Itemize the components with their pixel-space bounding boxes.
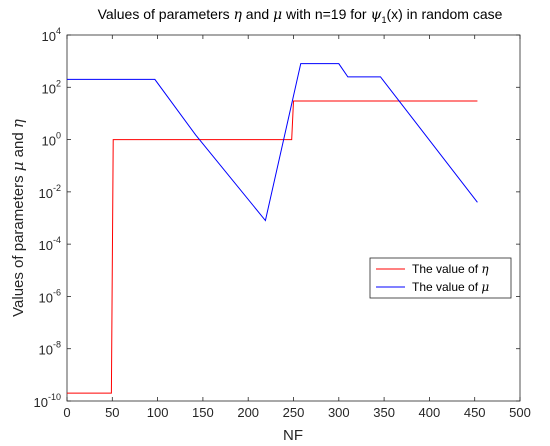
y-axis-label: Values of parameters μ and η <box>9 119 27 317</box>
ylabel-text-2: and <box>10 128 27 161</box>
x-tick-label: 400 <box>419 405 441 420</box>
series-layer <box>67 63 478 394</box>
title-text-2: and <box>242 6 273 22</box>
y-tick-label: 10-2 <box>39 183 61 201</box>
legend-mu-symbol: μ <box>481 280 489 294</box>
legend-eta-text: The value of <box>412 262 481 276</box>
title-psi: ψ <box>370 7 382 23</box>
y-tick-label: 10-6 <box>39 287 61 305</box>
ylabel-text-1: Values of parameters <box>10 171 27 317</box>
title-eta: η <box>234 7 243 23</box>
title-text-1: Values of parameters <box>98 6 234 22</box>
ylabel-eta: η <box>9 119 27 128</box>
x-tick-label: 200 <box>237 405 259 420</box>
y-tick-label: 10-4 <box>39 235 61 253</box>
title-psi-sub: 1 <box>381 15 386 25</box>
legend: The value of η The value of μ <box>369 257 512 299</box>
x-tick-label: 50 <box>105 405 119 420</box>
x-tick-label: 300 <box>328 405 350 420</box>
x-tick-label: 0 <box>63 405 70 420</box>
legend-mu-text: The value of <box>412 280 481 294</box>
title-mu: μ <box>273 7 282 23</box>
tick-layer: 0 50 100 150 200 250 300 350 400 450 500 10-10 10-8 1… <box>34 26 531 420</box>
x-tick-label: 250 <box>283 405 305 420</box>
y-tick-label: 104 <box>42 26 61 44</box>
chart-title: Values of parameters η and μ with n=19 f… <box>98 6 503 25</box>
y-tick-label: 100 <box>42 131 61 149</box>
y-tick-label: 10-8 <box>39 340 61 358</box>
series-line-0 <box>67 100 478 394</box>
x-tick-label: 350 <box>373 405 395 420</box>
legend-box <box>369 257 512 299</box>
title-text-3: with n=19 for <box>282 6 370 22</box>
y-tick-label: 10-10 <box>34 392 61 410</box>
series-line-1 <box>67 63 478 222</box>
x-tick-label: 150 <box>192 405 214 420</box>
legend-eta-symbol: η <box>481 262 489 276</box>
x-tick-label: 100 <box>147 405 169 420</box>
x-tick-label: 450 <box>464 405 486 420</box>
title-text-4: (x) in random case <box>386 6 502 22</box>
legend-label-eta: The value of η <box>412 262 489 276</box>
x-axis-label: NF <box>283 427 303 444</box>
x-tick-label: 500 <box>509 405 531 420</box>
y-tick-label: 102 <box>42 78 61 96</box>
legend-label-mu: The value of μ <box>412 280 489 294</box>
plot-area <box>66 34 521 402</box>
ylabel-mu: μ <box>9 161 27 171</box>
